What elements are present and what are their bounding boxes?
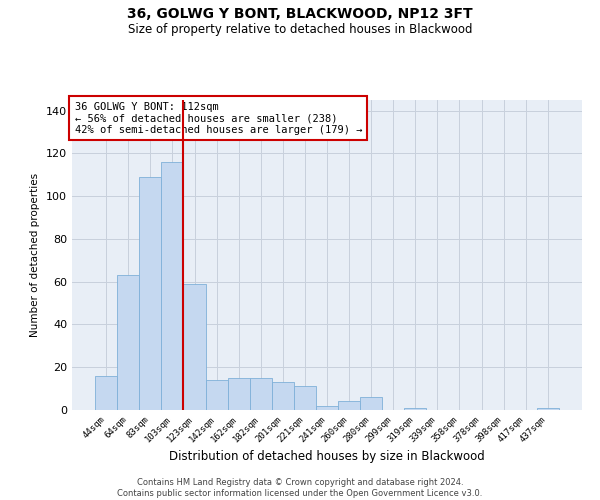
Text: Distribution of detached houses by size in Blackwood: Distribution of detached houses by size … [169, 450, 485, 463]
Bar [537, 408, 559, 410]
Bar [250, 378, 272, 410]
Bar [227, 378, 250, 410]
Bar [338, 402, 360, 410]
Bar [316, 406, 338, 410]
Bar [206, 380, 227, 410]
Y-axis label: Number of detached properties: Number of detached properties [31, 173, 40, 337]
Bar [184, 284, 206, 410]
Text: 36, GOLWG Y BONT, BLACKWOOD, NP12 3FT: 36, GOLWG Y BONT, BLACKWOOD, NP12 3FT [127, 8, 473, 22]
Bar [161, 162, 184, 410]
Bar [272, 382, 294, 410]
Text: Size of property relative to detached houses in Blackwood: Size of property relative to detached ho… [128, 22, 472, 36]
Bar [139, 177, 161, 410]
Text: 36 GOLWG Y BONT: 112sqm
← 56% of detached houses are smaller (238)
42% of semi-d: 36 GOLWG Y BONT: 112sqm ← 56% of detache… [74, 102, 362, 134]
Bar [404, 408, 427, 410]
Bar [294, 386, 316, 410]
Bar [117, 276, 139, 410]
Bar [360, 397, 382, 410]
Text: Contains HM Land Registry data © Crown copyright and database right 2024.
Contai: Contains HM Land Registry data © Crown c… [118, 478, 482, 498]
Bar [95, 376, 117, 410]
